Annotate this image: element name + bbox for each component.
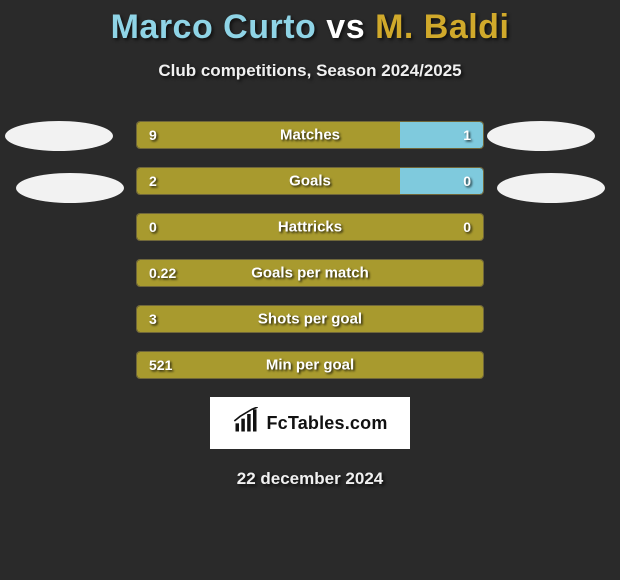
stat-label: Min per goal	[266, 357, 354, 374]
stat-row-goals: 2 Goals 0	[136, 167, 484, 195]
stat-row-min-per-goal: 521 Min per goal	[136, 351, 484, 379]
stat-bar-left	[137, 168, 400, 194]
date: 22 december 2024	[0, 469, 620, 489]
stat-row-matches: 9 Matches 1	[136, 121, 484, 149]
stat-value-right: 1	[463, 127, 471, 143]
subtitle: Club competitions, Season 2024/2025	[0, 61, 620, 81]
stat-label: Goals	[289, 173, 331, 190]
stat-value-left: 0.22	[149, 265, 176, 281]
team-ellipse-right-2	[497, 173, 605, 203]
team-ellipse-left-1	[5, 121, 113, 151]
logo-box: FcTables.com	[210, 397, 410, 449]
comparison-title: Marco Curto vs M. Baldi	[0, 0, 620, 47]
stat-label: Goals per match	[251, 265, 369, 282]
vs-text: vs	[326, 8, 365, 46]
player1-name: Marco Curto	[111, 8, 317, 46]
stat-value-left: 9	[149, 127, 157, 143]
stat-row-goals-per-match: 0.22 Goals per match	[136, 259, 484, 287]
team-ellipse-left-2	[16, 173, 124, 203]
stat-label: Hattricks	[278, 219, 342, 236]
stat-value-left: 3	[149, 311, 157, 327]
logo-text: FcTables.com	[266, 413, 387, 434]
stat-row-hattricks: 0 Hattricks 0	[136, 213, 484, 241]
stat-row-shots-per-goal: 3 Shots per goal	[136, 305, 484, 333]
team-ellipse-right-1	[487, 121, 595, 151]
bars-zone: 9 Matches 1 2 Goals 0 0 Hattricks 0 0.22…	[0, 121, 620, 379]
barchart-icon	[232, 407, 260, 440]
stat-value-left: 2	[149, 173, 157, 189]
stat-value-right: 0	[463, 173, 471, 189]
stat-value-left: 0	[149, 219, 157, 235]
stat-label: Shots per goal	[258, 311, 362, 328]
stat-value-right: 0	[463, 219, 471, 235]
player2-name: M. Baldi	[375, 8, 509, 46]
stat-label: Matches	[280, 127, 340, 144]
stat-value-left: 521	[149, 357, 172, 373]
stat-bar-left	[137, 122, 400, 148]
